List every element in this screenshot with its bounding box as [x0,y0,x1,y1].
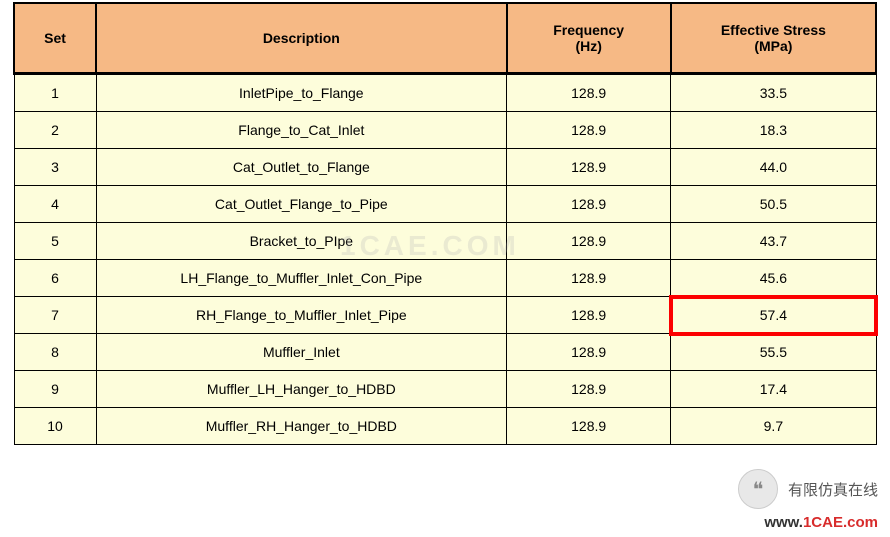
cell-frequency: 128.9 [507,186,671,223]
cell-stress: 45.6 [671,260,876,297]
cell-description: Muffler_LH_Hanger_to_HDBD [96,371,506,408]
cell-set: 5 [14,223,96,260]
cell-description: Cat_Outlet_to_Flange [96,149,506,186]
table-row: 6LH_Flange_to_Muffler_Inlet_Con_Pipe128.… [14,260,876,297]
cell-frequency: 128.9 [507,223,671,260]
cell-set: 7 [14,297,96,334]
cell-stress: 44.0 [671,149,876,186]
logo-glyph: ❝ [753,477,764,502]
cell-set: 6 [14,260,96,297]
cell-description: LH_Flange_to_Muffler_Inlet_Con_Pipe [96,260,506,297]
cell-description: Muffler_RH_Hanger_to_HDBD [96,408,506,445]
cell-frequency: 128.9 [507,112,671,149]
table-row: 2Flange_to_Cat_Inlet128.918.3 [14,112,876,149]
cell-stress: 43.7 [671,223,876,260]
cell-set: 9 [14,371,96,408]
cell-stress: 9.7 [671,408,876,445]
cell-description: Bracket_to_PIpe [96,223,506,260]
cell-description: RH_Flange_to_Muffler_Inlet_Pipe [96,297,506,334]
cell-set: 3 [14,149,96,186]
stress-table: Set Description Frequency (Hz) Effective… [13,2,877,445]
cell-description: Cat_Outlet_Flange_to_Pipe [96,186,506,223]
cell-description: InletPipe_to_Flange [96,74,506,112]
table-row: 3Cat_Outlet_to_Flange128.944.0 [14,149,876,186]
cell-stress: 18.3 [671,112,876,149]
cell-set: 2 [14,112,96,149]
cell-frequency: 128.9 [507,297,671,334]
cell-set: 1 [14,74,96,112]
brand-text: 有限仿真在线 [788,479,878,500]
cell-set: 10 [14,408,96,445]
cell-stress: 33.5 [671,74,876,112]
cell-stress: 55.5 [671,334,876,371]
cell-frequency: 128.9 [507,74,671,112]
cell-stress: 17.4 [671,371,876,408]
url-domain: 1CAE.com [803,514,878,531]
table-row: 7RH_Flange_to_Muffler_Inlet_Pipe128.957.… [14,297,876,334]
cell-stress: 57.4 [671,297,876,334]
col-header-frequency: Frequency (Hz) [507,3,671,74]
cell-set: 8 [14,334,96,371]
url-prefix: www. [764,514,803,531]
cell-frequency: 128.9 [507,260,671,297]
cell-stress: 50.5 [671,186,876,223]
table-row: 1InletPipe_to_Flange128.933.5 [14,74,876,112]
cell-description: Flange_to_Cat_Inlet [96,112,506,149]
cell-set: 4 [14,186,96,223]
footer-right: ❝ 有限仿真在线 [738,469,878,509]
cell-frequency: 128.9 [507,149,671,186]
table-row: 9Muffler_LH_Hanger_to_HDBD128.917.4 [14,371,876,408]
col-header-set: Set [14,3,96,74]
cell-frequency: 128.9 [507,371,671,408]
col-header-description: Description [96,3,506,74]
cell-frequency: 128.9 [507,334,671,371]
cell-description: Muffler_Inlet [96,334,506,371]
table-row: 4Cat_Outlet_Flange_to_Pipe128.950.5 [14,186,876,223]
table-row: 10Muffler_RH_Hanger_to_HDBD128.99.7 [14,408,876,445]
wechat-icon: ❝ [738,469,778,509]
table-header-row: Set Description Frequency (Hz) Effective… [14,3,876,74]
col-header-stress: Effective Stress (MPa) [671,3,876,74]
table-row: 8Muffler_Inlet128.955.5 [14,334,876,371]
table-row: 5Bracket_to_PIpe128.943.7 [14,223,876,260]
cell-frequency: 128.9 [507,408,671,445]
footer-url: www.1CAE.com [764,514,878,531]
